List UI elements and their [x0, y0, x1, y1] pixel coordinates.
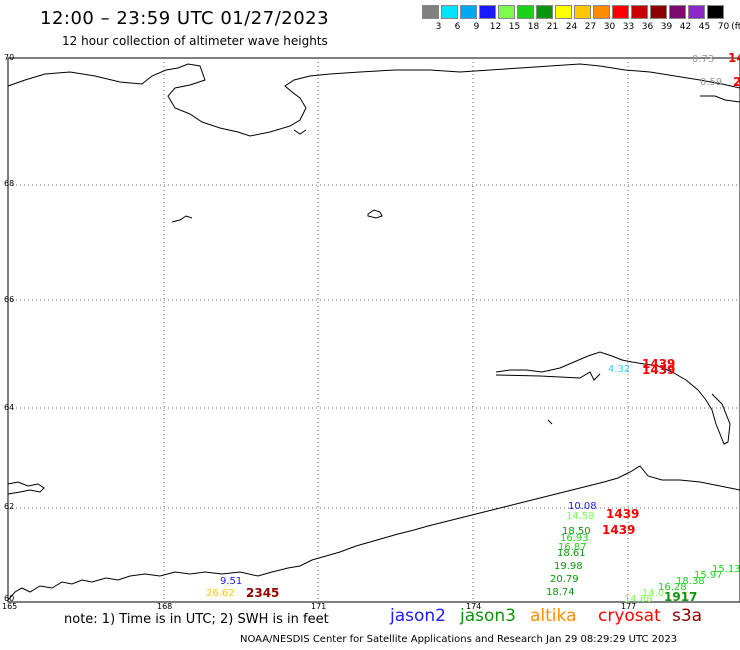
colorbar-tick-label: 6	[454, 22, 461, 32]
swh-reading: 19.98	[554, 561, 583, 572]
colorbar-swatch	[650, 5, 667, 19]
lat-label: 64	[4, 403, 14, 412]
lon-label: 168	[157, 602, 172, 611]
pass-time: 14	[728, 51, 740, 65]
lon-label: 165	[2, 602, 17, 611]
colorbar-tick-label: 30	[603, 22, 616, 32]
coastline	[7, 63, 740, 601]
colorbar-swatch	[669, 5, 686, 19]
colorbar-swatch	[441, 5, 458, 19]
colorbar-tick-label: 15	[508, 22, 521, 32]
colorbar-tick-label: 3	[435, 22, 442, 32]
lon-label: 174	[466, 602, 481, 611]
north-coast	[7, 63, 740, 137]
colorbar-tick-label: 12	[489, 22, 502, 32]
swh-reading: 18.50	[562, 526, 591, 537]
swh-reading: 16.28	[658, 582, 687, 593]
lat-label: 68	[4, 179, 14, 188]
colorbar-tick-label: 27	[584, 22, 597, 32]
lat-label: 62	[4, 502, 14, 511]
colorbar-swatch	[460, 5, 477, 19]
islet	[547, 419, 553, 425]
colorbar-tick-label: 42	[679, 22, 692, 32]
lat-label: 60	[4, 594, 14, 603]
pass-time: 1439	[642, 363, 675, 377]
pass-time: 2345	[246, 586, 279, 600]
lat-labels: 70 68 66 64 62 60	[4, 53, 14, 603]
colorbar-swatch	[574, 5, 591, 19]
colorbar-swatch	[555, 5, 572, 19]
colorbar-swatch	[688, 5, 705, 19]
pass-time: 1917	[664, 590, 697, 604]
graticule	[8, 58, 740, 602]
colorbar-swatch	[498, 5, 515, 19]
swh-reading: 18.61	[557, 548, 586, 559]
colorbar-swatch	[422, 5, 439, 19]
swh-reading: 18.38	[676, 576, 705, 587]
colorbar-swatch	[536, 5, 553, 19]
colorbar-tick-label: 9	[473, 22, 480, 32]
colorbar-swatch	[631, 5, 648, 19]
colorbar-swatch	[707, 5, 724, 19]
colorbar-tick-label: 18	[527, 22, 540, 32]
pass-time: 1439	[642, 357, 675, 371]
colorbar-swatch	[479, 5, 496, 19]
island	[171, 215, 193, 223]
swh-reading: 18.74	[546, 587, 575, 598]
lat-label: 70	[4, 53, 14, 62]
credit-line: NOAA/NESDIS Center for Satellite Applica…	[240, 634, 678, 645]
swh-reading: 0.59	[700, 77, 722, 88]
swh-reading: 14.0	[642, 588, 664, 599]
island-west	[7, 481, 45, 495]
coast-inlet	[293, 129, 307, 135]
pass-time: 1439	[606, 507, 639, 521]
wave-height-observations: 0.73 14 0.59 2 1439 1439 4.32 10.08 14.5…	[206, 51, 740, 605]
colorbar-tick-label: 45	[698, 22, 711, 32]
legend-cryosat: cryosat	[598, 606, 661, 626]
colorbar-tick-label: 36	[641, 22, 654, 32]
swh-reading: 20.79	[550, 574, 579, 585]
colorbar-tick-label: 39	[660, 22, 673, 32]
north-coast-east	[700, 95, 740, 103]
colorbar-tick-label: 70	[717, 22, 730, 32]
swh-reading: 16.93	[560, 533, 589, 544]
legend-altika: altika	[530, 606, 577, 626]
swh-reading: 14.58	[566, 511, 595, 522]
swh-reading: 4.32	[608, 364, 630, 375]
colorbar-tick-label: 33	[622, 22, 635, 32]
colorbar-swatch	[593, 5, 610, 19]
legend-jason2: jason2	[390, 606, 446, 626]
swh-reading: 10.08	[568, 501, 597, 512]
swh-reading: 16.87	[558, 542, 587, 553]
swh-reading: 0.73	[692, 54, 714, 65]
colorbar-tick-label: 24	[565, 22, 578, 32]
lat-label: 66	[4, 295, 14, 304]
colorbar-tick-label: 21	[546, 22, 559, 32]
swh-reading: 9.51	[220, 576, 242, 587]
pass-time: 2	[733, 75, 740, 89]
legend-jason3: jason3	[460, 606, 516, 626]
map-title: 12:00 – 23:59 UTC 01/27/2023	[40, 8, 330, 29]
seward-peninsula-coast	[495, 351, 731, 445]
south-coast	[7, 465, 740, 601]
map-subtitle: 12 hour collection of altimeter wave hei…	[62, 34, 328, 48]
footer-note: note: 1) Time is in UTC; 2) SWH is in fe…	[64, 612, 329, 627]
map-frame	[7, 57, 740, 603]
swh-reading: 26.62	[206, 588, 235, 599]
colorbar-swatch	[612, 5, 629, 19]
seward-south-coast	[495, 371, 601, 381]
lon-label: 177	[621, 602, 636, 611]
pass-time: 1439	[602, 523, 635, 537]
legend-s3a: s3a	[672, 606, 703, 626]
colorbar-swatch	[517, 5, 534, 19]
swh-reading: 15.97	[694, 570, 723, 581]
island	[367, 209, 383, 219]
colorbar-unit: (ft)	[731, 22, 740, 32]
lon-labels: 165 168 171 174 177	[2, 602, 636, 611]
swh-reading: 15.13	[712, 564, 740, 575]
lon-label: 171	[311, 602, 326, 611]
swh-reading: 14.88	[624, 594, 653, 605]
